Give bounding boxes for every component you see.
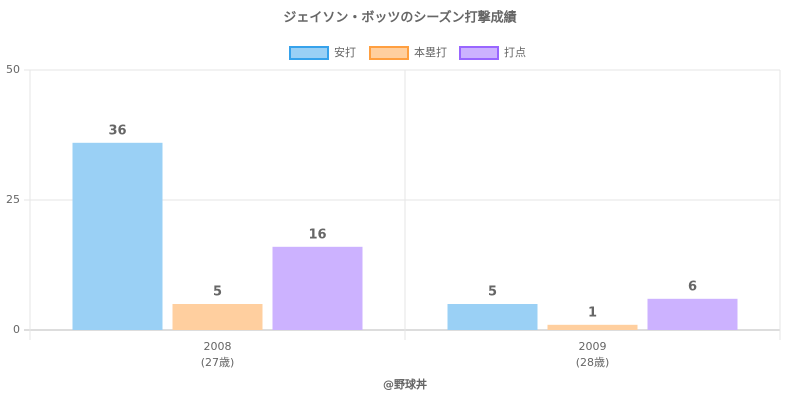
value-label: 1 [588,305,597,320]
x-tick-sublabel: (28歳) [576,356,610,369]
bar [547,324,638,330]
x-tick-label: 2009 [579,340,607,353]
chart-title: ジェイソン・ボッツのシーズン打撃成績 [283,10,516,26]
value-label: 36 [108,123,126,138]
value-label: 5 [488,285,497,300]
value-label: 16 [308,227,326,242]
bar [647,298,738,330]
y-tick-label: 25 [6,193,20,206]
bar [72,142,163,330]
y-tick-label: 50 [6,63,20,76]
legend-label: 打点 [504,45,526,59]
bar [272,246,363,330]
legend-swatch [289,46,329,60]
y-tick-label: 0 [13,323,20,336]
value-label: 5 [213,285,222,300]
bar [172,304,263,330]
x-tick-label: 2008 [204,340,232,353]
bar [447,304,538,330]
legend-label: 安打 [334,45,356,59]
x-tick-sublabel: (27歳) [201,356,235,369]
value-label: 6 [688,279,697,294]
legend-swatch [459,46,499,60]
legend-label: 本塁打 [414,45,447,59]
footer: @野球丼 [383,377,427,391]
legend-swatch [369,46,409,60]
